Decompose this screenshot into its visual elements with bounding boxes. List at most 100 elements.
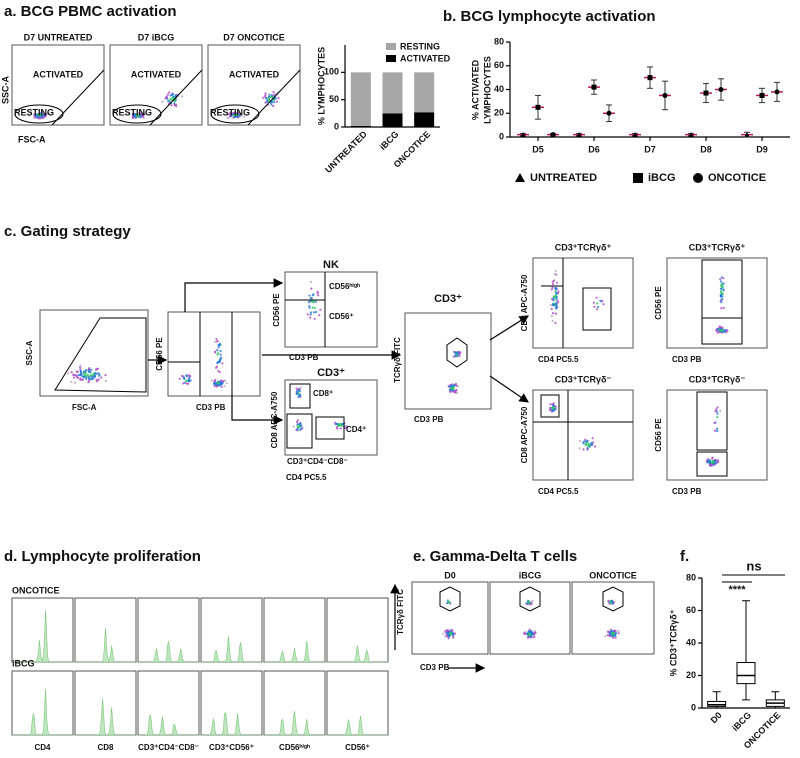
event-dot — [526, 636, 529, 639]
plot-title: CD3⁺TCRγδ⁺ — [555, 242, 612, 252]
gate — [602, 586, 624, 612]
marker — [606, 110, 612, 116]
event-dot — [79, 373, 82, 376]
event-dot — [720, 283, 723, 287]
event-dot — [609, 628, 613, 631]
x-tick-label: D7 — [644, 144, 656, 154]
event-dot — [552, 282, 555, 286]
event-dot — [267, 97, 270, 100]
gate-label: ACTIVATED — [229, 69, 280, 79]
event-dot — [708, 461, 712, 464]
arrow — [489, 315, 530, 341]
event-dot — [453, 384, 456, 387]
event-dot — [713, 429, 717, 432]
event-dot — [33, 116, 36, 119]
axis-label: CD56 PE — [155, 337, 164, 371]
event-dot — [617, 632, 620, 635]
event-dot — [264, 101, 267, 104]
event-dot — [595, 308, 599, 311]
event-dot — [316, 292, 319, 295]
event-dot — [214, 379, 217, 382]
event-dot — [722, 277, 725, 280]
plot-frame — [284, 271, 378, 348]
event-dot — [298, 422, 302, 426]
event-dot — [87, 370, 90, 373]
event-dot — [309, 316, 312, 319]
event-dot — [716, 328, 719, 331]
event-dot — [721, 285, 725, 288]
event-dot — [715, 408, 718, 411]
event-dot — [602, 303, 605, 306]
event-dot — [295, 429, 298, 432]
event-dot — [299, 386, 302, 389]
event-dot — [554, 293, 557, 296]
event-dot — [277, 97, 280, 100]
annotation: **** — [728, 584, 746, 596]
axis-label: SSC-A — [25, 340, 34, 365]
axis-label: CD8 APC-A750 — [520, 274, 529, 331]
event-dot — [210, 379, 213, 382]
event-dot — [555, 281, 559, 284]
panel-title: b. BCG lymphocyte activation — [443, 8, 656, 25]
y-tick-label: 80 — [686, 572, 696, 582]
event-dot — [166, 93, 169, 96]
event-dot — [297, 392, 300, 396]
event-dot — [720, 301, 723, 304]
plot-label: iBCG — [519, 570, 542, 580]
axis-label: CD3 PB — [672, 487, 702, 496]
plot-frame — [489, 581, 571, 655]
event-dot — [82, 376, 86, 379]
event-dot — [219, 353, 222, 356]
event-dot — [168, 98, 171, 101]
event-dot — [454, 383, 457, 386]
y-tick-label: 20 — [494, 108, 504, 118]
event-dot — [450, 386, 453, 389]
event-dot — [338, 423, 341, 426]
event-dot — [452, 633, 455, 636]
event-dot — [447, 600, 450, 603]
panel-title: d. Lymphocyte proliferation — [4, 548, 201, 565]
event-dot — [225, 382, 228, 385]
histogram-shape — [201, 712, 262, 736]
axis-label: CD3 PB — [672, 355, 702, 364]
x-tick-label: D8 — [700, 144, 712, 154]
bar-segment — [382, 113, 403, 127]
event-dot — [716, 416, 719, 419]
event-dot — [301, 427, 304, 430]
gate — [701, 317, 743, 345]
event-dot — [716, 412, 719, 415]
y-tick-label: 0 — [691, 702, 696, 712]
event-dot — [139, 115, 142, 118]
marker — [632, 132, 638, 137]
event-dot — [591, 437, 594, 440]
bar-segment — [350, 125, 371, 127]
gate — [14, 104, 64, 124]
gate-label: CD3⁺CD4⁻CD8⁻ — [287, 457, 348, 466]
event-dot — [449, 389, 452, 392]
legend-swatch — [386, 43, 396, 50]
event-dot — [718, 328, 721, 331]
event-dot — [40, 115, 44, 118]
event-dot — [339, 427, 342, 430]
bar-segment — [350, 72, 371, 126]
event-dot — [85, 374, 88, 377]
event-dot — [550, 314, 553, 317]
event-dot — [94, 371, 97, 374]
event-dot — [455, 388, 458, 392]
y-tick-label: 20 — [686, 670, 696, 680]
event-dot — [715, 427, 719, 430]
event-dot — [554, 321, 557, 325]
event-dot — [721, 295, 724, 298]
event-dot — [340, 424, 343, 427]
event-dot — [610, 630, 613, 633]
marker — [703, 90, 709, 96]
event-dot — [614, 636, 617, 639]
event-dot — [295, 392, 298, 395]
event-dot — [315, 310, 318, 314]
y-tick-label: 40 — [686, 637, 696, 647]
axis-label: CD56 PE — [654, 286, 663, 320]
event-dot — [138, 112, 141, 115]
plot-title: NK — [323, 259, 339, 271]
event-dot — [554, 312, 558, 315]
column-label: CD4 — [34, 743, 51, 752]
